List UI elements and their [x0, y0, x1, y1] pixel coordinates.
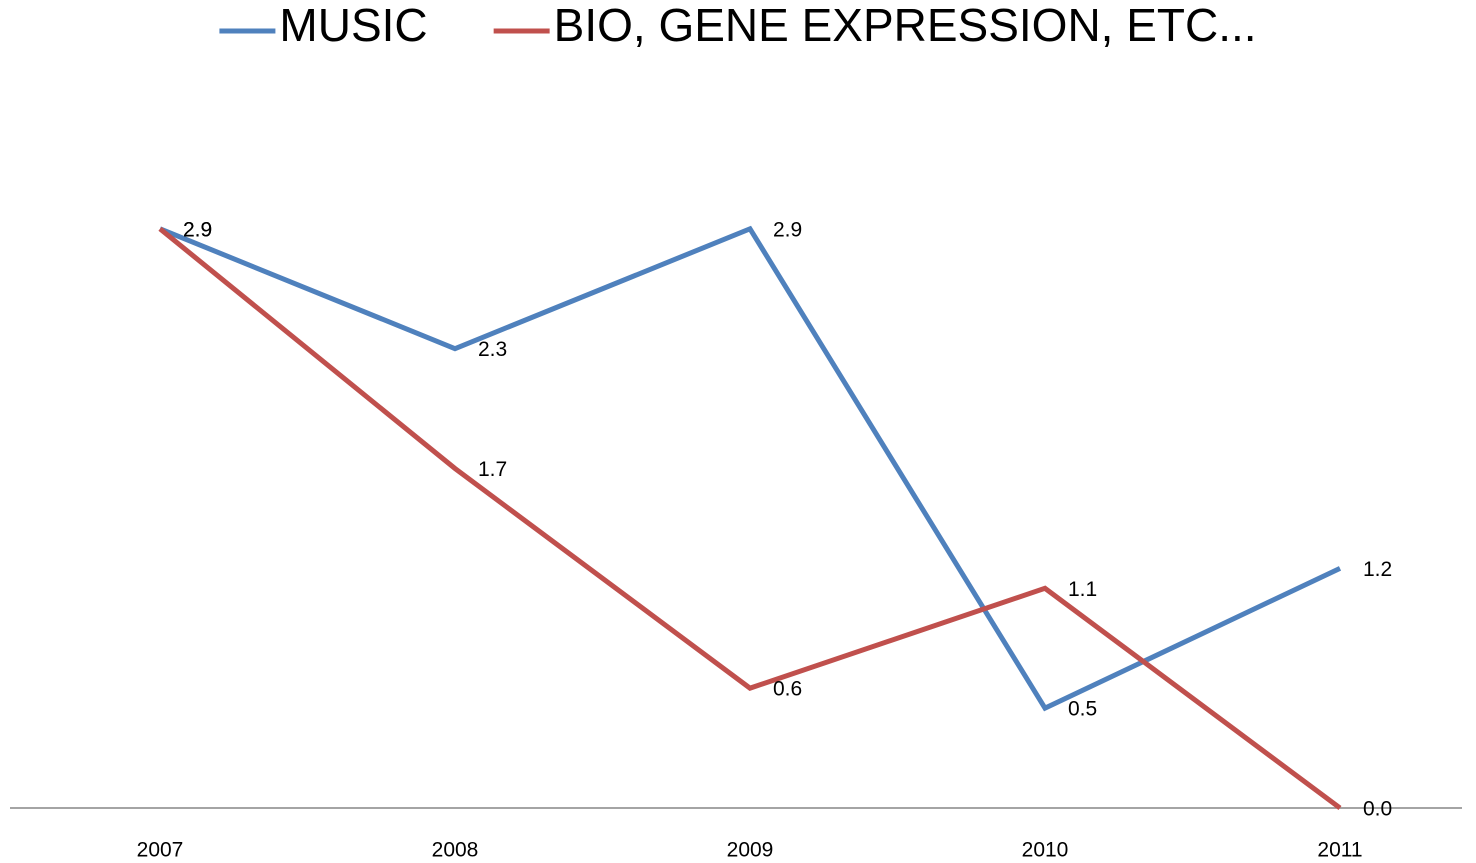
x-tick-label: 2010: [1022, 839, 1069, 862]
legend-label: MUSIC: [279, 0, 427, 51]
x-tick-label: 2008: [432, 839, 479, 862]
data-label: 1.2: [1363, 558, 1392, 581]
x-tick-label: 2007: [137, 839, 184, 862]
data-label: 0.5: [1068, 698, 1097, 721]
data-label: 0.6: [773, 678, 802, 701]
data-label: 1.7: [478, 458, 507, 481]
data-label: 2.9: [183, 218, 212, 241]
legend-label: BIO, GENE EXPRESSION, ETC...: [554, 0, 1257, 51]
x-tick-label: 2009: [727, 839, 774, 862]
x-tick-label: 2011: [1317, 839, 1362, 862]
legend: MUSIC BIO, GENE EXPRESSION, ETC...: [219, 0, 1257, 51]
series-line: [159, 225, 1342, 712]
data-label: 2.9: [183, 218, 212, 241]
data-label: 2.3: [478, 338, 507, 361]
data-label: 0.0: [1363, 798, 1392, 821]
data-label: 1.1: [1068, 578, 1097, 601]
data-label: 2.9: [773, 218, 802, 241]
series-line: [158, 226, 1342, 811]
